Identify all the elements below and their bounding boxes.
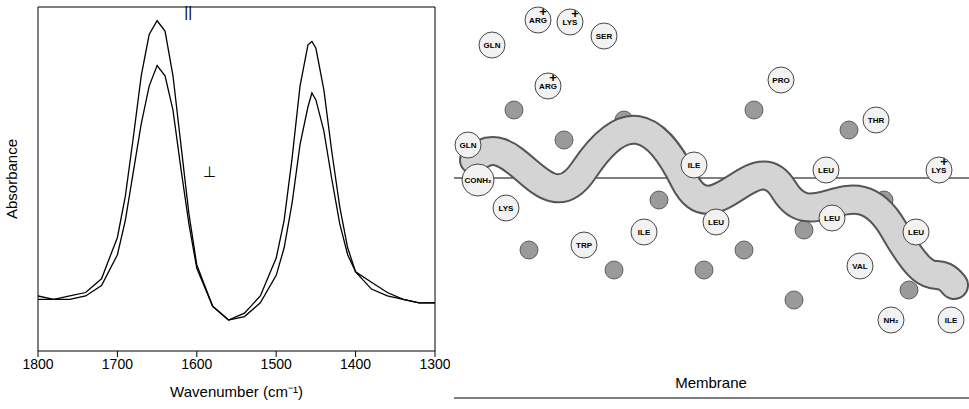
svg-text:Membrane: Membrane [675, 374, 747, 391]
svg-text:1600: 1600 [181, 356, 212, 372]
svg-text:LEU: LEU [824, 214, 840, 223]
svg-text:+: + [940, 154, 948, 169]
svg-text:+: + [571, 6, 579, 21]
svg-text:||: || [184, 3, 192, 20]
svg-text:LEU: LEU [908, 228, 924, 237]
svg-text:VAL: VAL [852, 262, 868, 271]
svg-text:SER: SER [596, 32, 613, 41]
svg-text:CONH₂: CONH₂ [464, 176, 492, 185]
svg-text:ARG: ARG [539, 82, 557, 91]
svg-text:TRP: TRP [576, 241, 593, 250]
svg-text:⊥: ⊥ [203, 163, 216, 180]
svg-text:Absorbance: Absorbance [3, 139, 20, 219]
svg-text:ARG: ARG [529, 16, 547, 25]
svg-text:LEU: LEU [708, 218, 724, 227]
svg-text:LYS: LYS [499, 204, 514, 213]
svg-text:ILE: ILE [688, 161, 701, 170]
svg-text:LYS: LYS [931, 166, 947, 175]
svg-text:LYS: LYS [562, 18, 578, 27]
svg-text:Wavenumber (cm⁻¹): Wavenumber (cm⁻¹) [170, 383, 303, 400]
svg-text:ILE: ILE [945, 316, 958, 325]
svg-text:PRO: PRO [772, 76, 789, 85]
svg-text:1800: 1800 [22, 356, 53, 372]
svg-text:NH₂: NH₂ [883, 316, 899, 325]
svg-text:GLN: GLN [484, 41, 501, 50]
svg-text:GLN: GLN [460, 141, 477, 150]
svg-text:1400: 1400 [340, 356, 371, 372]
svg-text:LEU: LEU [818, 166, 834, 175]
svg-text:1700: 1700 [102, 356, 133, 372]
svg-text:1500: 1500 [261, 356, 292, 372]
svg-text:+: + [549, 70, 557, 85]
svg-text:+: + [539, 4, 547, 19]
svg-text:1300: 1300 [419, 356, 450, 372]
svg-text:ILE: ILE [638, 228, 651, 237]
svg-text:THR: THR [868, 116, 885, 125]
